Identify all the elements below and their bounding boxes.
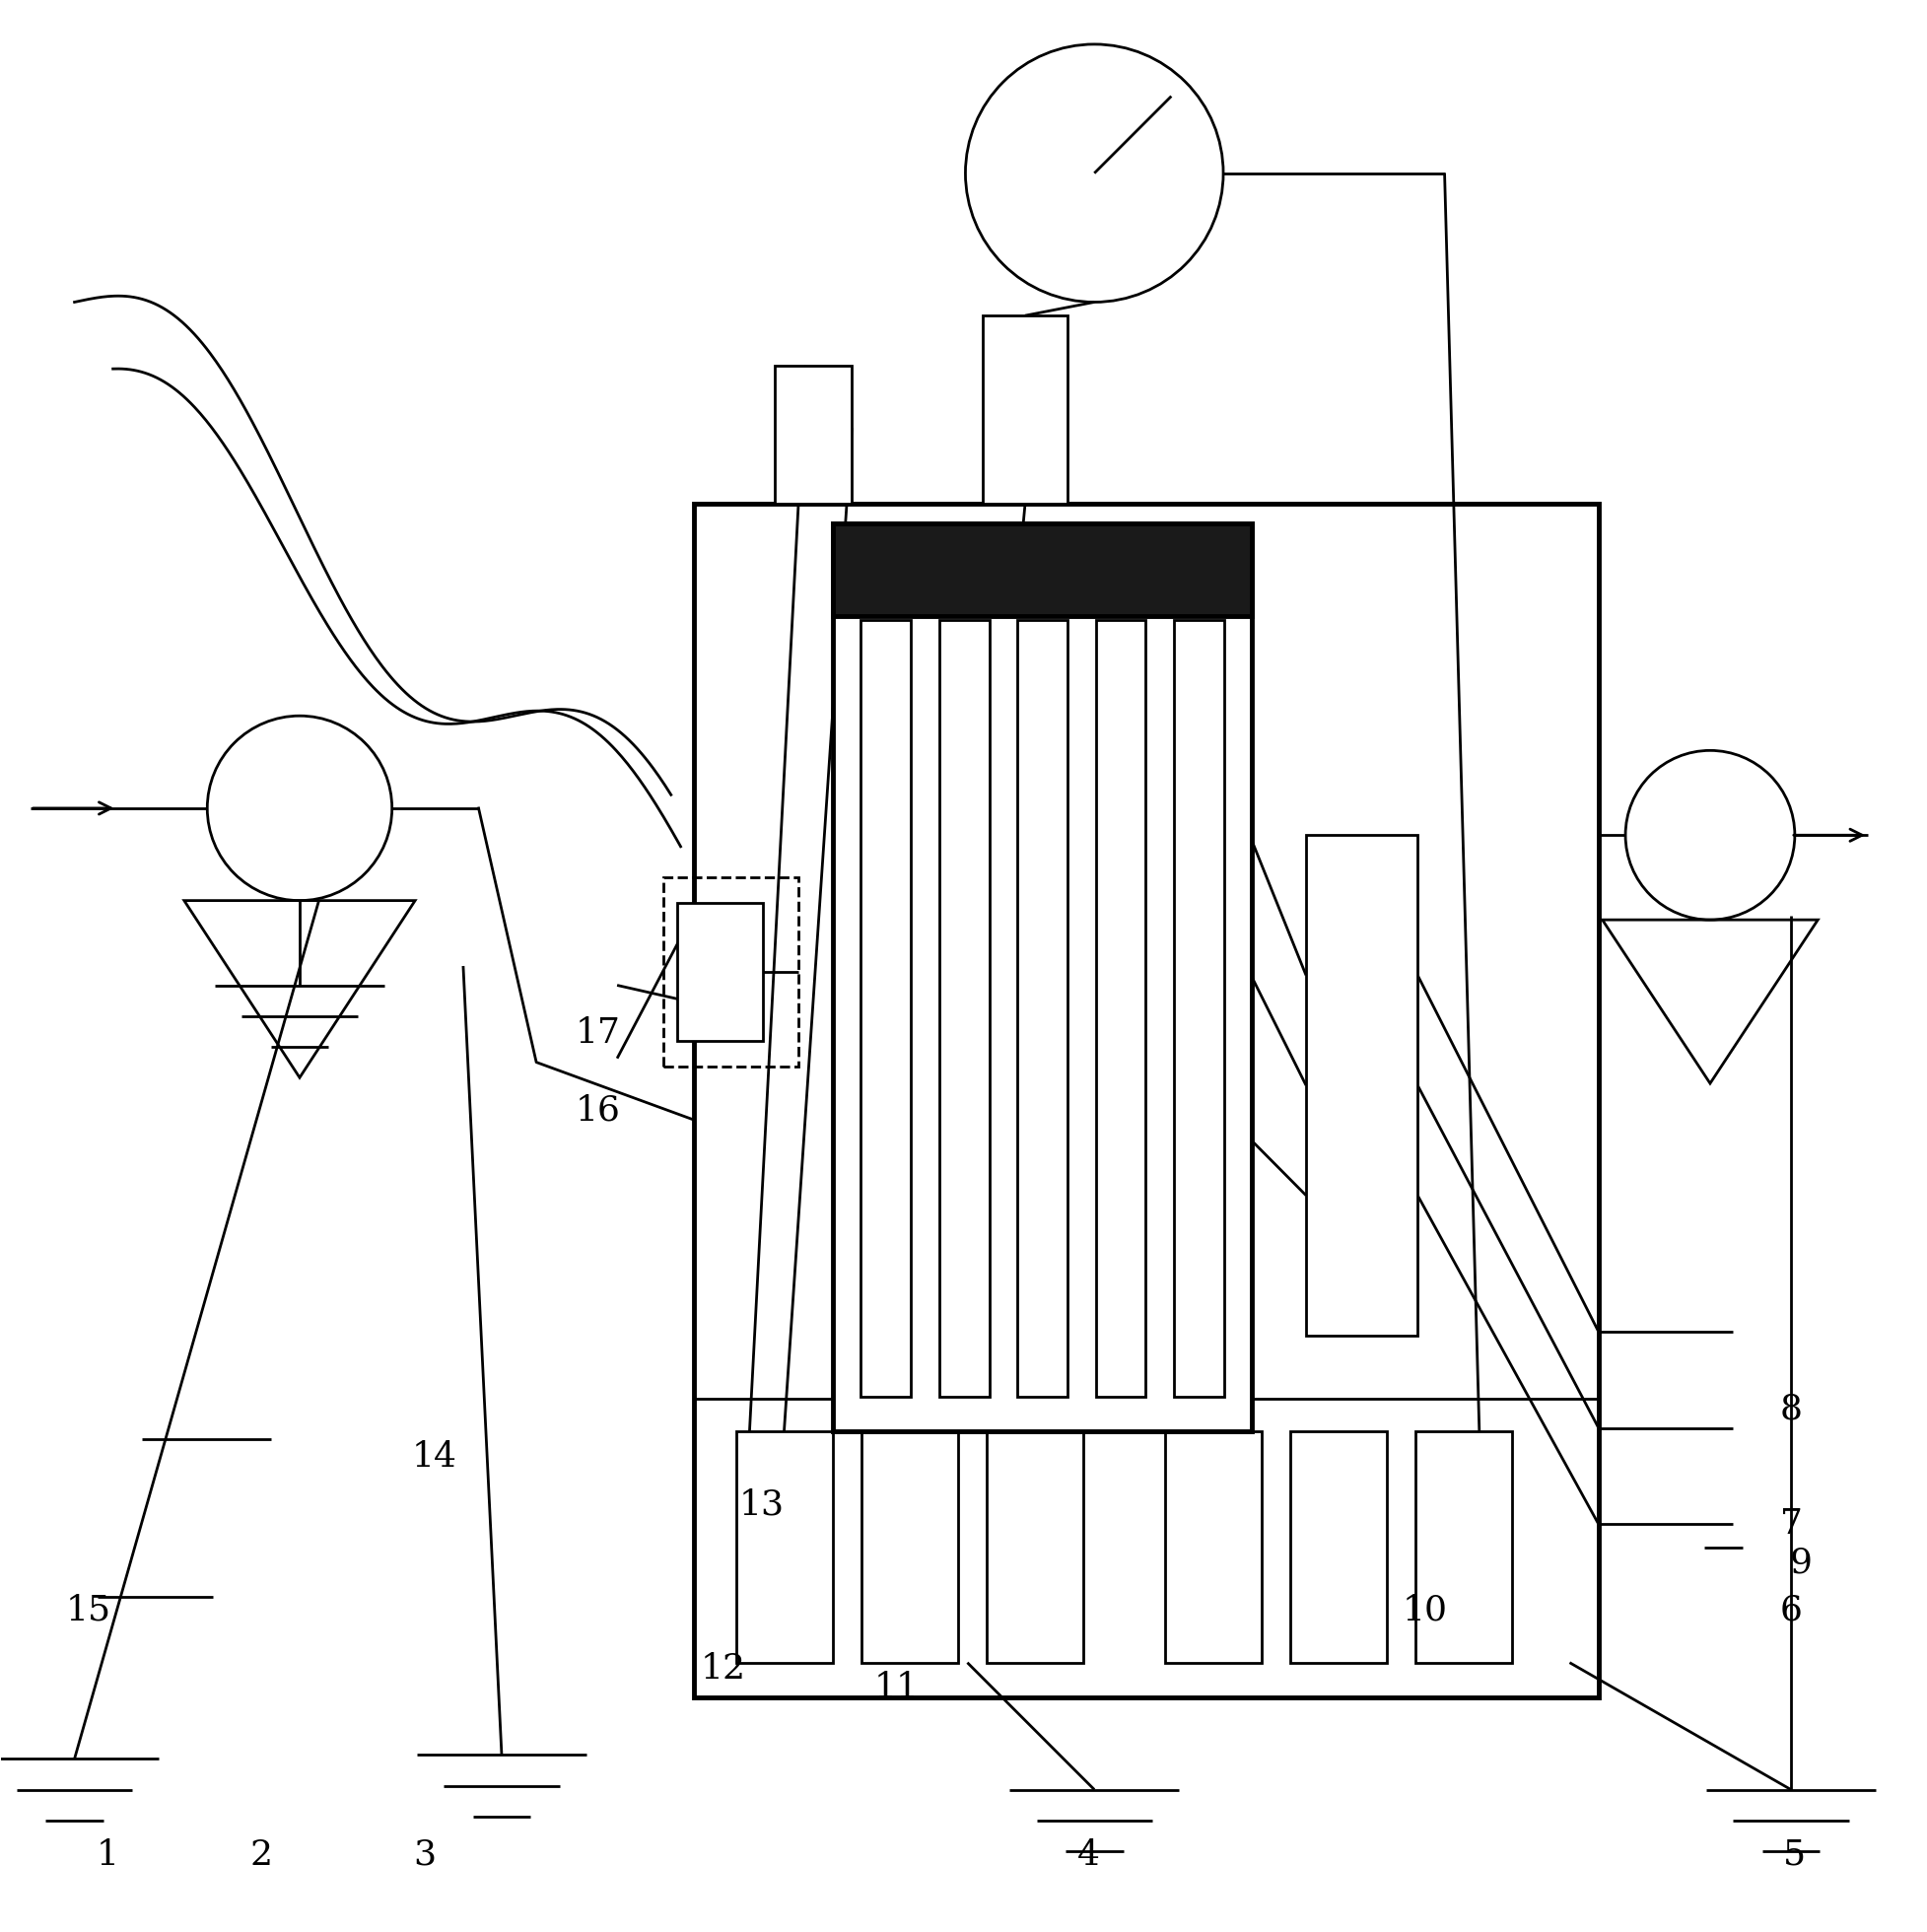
Text: 15: 15 [66,1594,110,1627]
Bar [861,620,911,1397]
Text: 9: 9 [1790,1546,1811,1578]
Text: 6: 6 [1781,1594,1802,1627]
Bar [694,504,1599,1696]
Text: 14: 14 [412,1439,457,1474]
Bar [1096,620,1147,1397]
Bar [1307,835,1418,1335]
Text: 16: 16 [576,1094,620,1126]
Text: 8: 8 [1781,1391,1802,1426]
Text: 4: 4 [1077,1837,1100,1872]
Text: 1: 1 [96,1837,119,1872]
Bar [832,524,1253,1432]
Text: 11: 11 [873,1671,919,1704]
Bar [775,365,852,504]
Text: 5: 5 [1782,1837,1806,1872]
Text: 2: 2 [251,1837,272,1872]
Text: 17: 17 [576,1016,620,1051]
Bar [1166,1432,1262,1663]
Bar [663,877,798,1066]
Bar [1017,620,1068,1397]
Text: 3: 3 [412,1837,436,1872]
Bar [983,315,1068,504]
Bar [1416,1432,1513,1663]
Bar [676,902,763,1041]
Bar [861,1432,958,1663]
Bar [987,1432,1083,1663]
Text: 10: 10 [1403,1594,1447,1627]
Text: 12: 12 [700,1652,746,1685]
Bar [832,524,1253,616]
Bar [938,620,989,1397]
Text: 7: 7 [1781,1507,1802,1542]
Bar [736,1432,832,1663]
Bar [1291,1432,1387,1663]
Bar [1174,620,1224,1397]
Text: 13: 13 [738,1488,784,1522]
